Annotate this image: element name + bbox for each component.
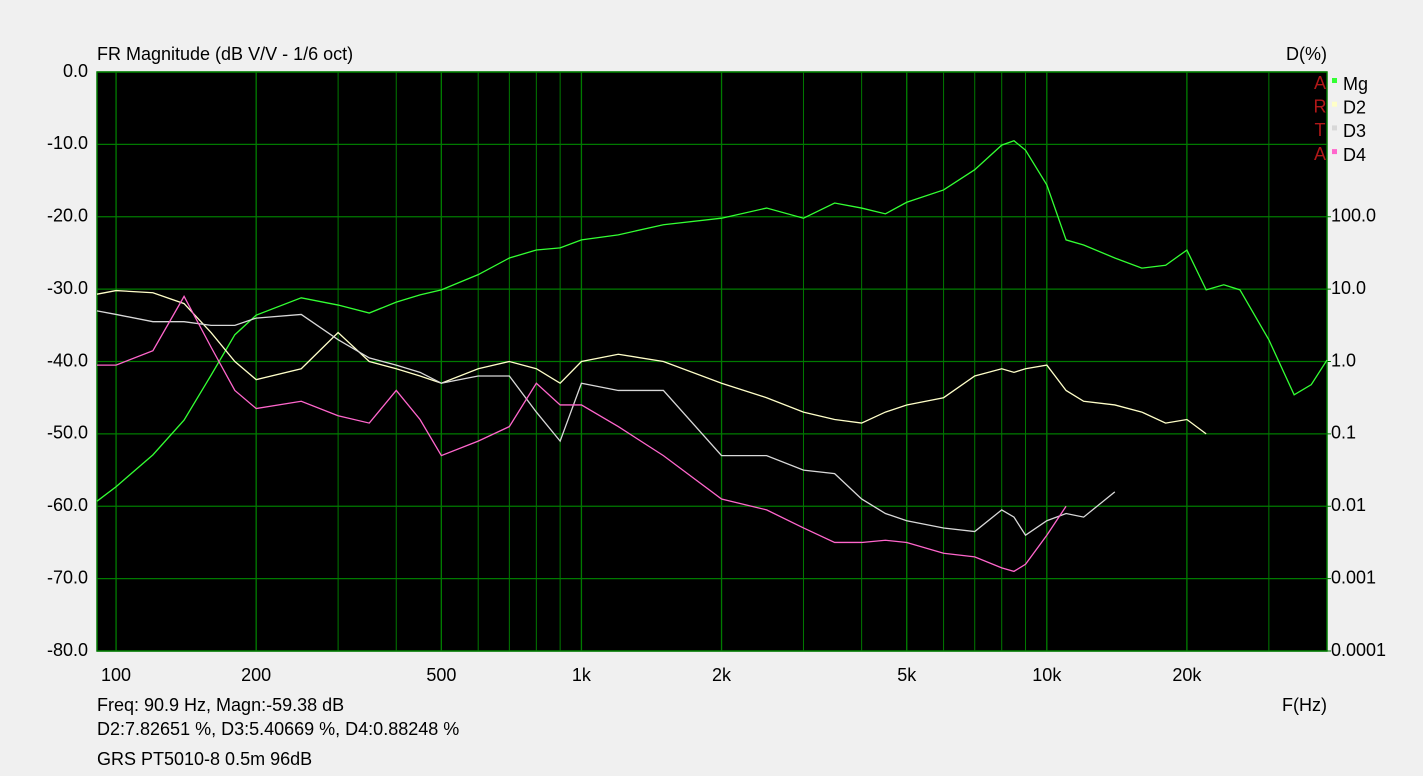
- y2-tick-label: 0.0001: [1331, 640, 1386, 660]
- legend-label: D3: [1343, 121, 1366, 141]
- y-tick-label: -70.0: [47, 567, 88, 587]
- legend-label: Mg: [1343, 74, 1368, 94]
- y2-axis-label: D(%): [1286, 44, 1327, 64]
- y2-tick-label: 100.0: [1331, 206, 1376, 226]
- legend-swatch: [1332, 149, 1337, 155]
- readout-line: D2:7.82651 %, D3:5.40669 %, D4:0.88248 %: [97, 719, 459, 739]
- logo-letter: A: [1314, 144, 1326, 164]
- y2-tick-label: 0.001: [1331, 567, 1376, 587]
- y2-tick-label: 1.0: [1331, 350, 1356, 370]
- y-tick-label: -30.0: [47, 278, 88, 298]
- series-line: [97, 295, 1067, 573]
- y2-tick-label: 0.01: [1331, 495, 1366, 515]
- series-line: [96, 140, 1328, 502]
- y2-tick-label: 0.1: [1331, 423, 1356, 443]
- logo-letter: T: [1315, 120, 1326, 140]
- readout-line: Freq: 90.9 Hz, Magn:-59.38 dB: [97, 695, 344, 715]
- legend-swatch: [1332, 101, 1337, 107]
- plot-border: [96, 71, 1328, 652]
- x-tick-label: 1k: [572, 665, 592, 685]
- legend-swatch: [1332, 78, 1337, 83]
- x-axis-label: F(Hz): [1282, 695, 1327, 715]
- y-tick-label: -60.0: [47, 495, 88, 515]
- x-tick-label: 5k: [897, 665, 917, 685]
- series-line: [96, 289, 1207, 435]
- caption: GRS PT5010-8 0.5m 96dB: [97, 749, 312, 769]
- logo-letter: R: [1314, 96, 1327, 116]
- y-tick-label: -10.0: [47, 133, 88, 153]
- y2-tick-label: 10.0: [1331, 278, 1366, 298]
- y-tick-label: -80.0: [47, 640, 88, 660]
- chart-title: FR Magnitude (dB V/V - 1/6 oct): [97, 44, 353, 64]
- y-tick-label: -40.0: [47, 350, 88, 370]
- legend-label: D2: [1343, 97, 1366, 117]
- x-tick-label: 10k: [1032, 665, 1062, 685]
- y-tick-label: 0.0: [63, 61, 88, 81]
- y-tick-label: -20.0: [47, 206, 88, 226]
- x-tick-label: 500: [426, 665, 456, 685]
- y-tick-label: -50.0: [47, 423, 88, 443]
- x-tick-label: 200: [241, 665, 271, 685]
- x-tick-label: 2k: [712, 665, 732, 685]
- legend-label: D4: [1343, 145, 1366, 165]
- legend-swatch: [1332, 125, 1337, 131]
- x-tick-label: 20k: [1172, 665, 1202, 685]
- x-tick-label: 100: [101, 665, 131, 685]
- series-line: [96, 310, 1116, 537]
- logo-letter: A: [1314, 73, 1326, 93]
